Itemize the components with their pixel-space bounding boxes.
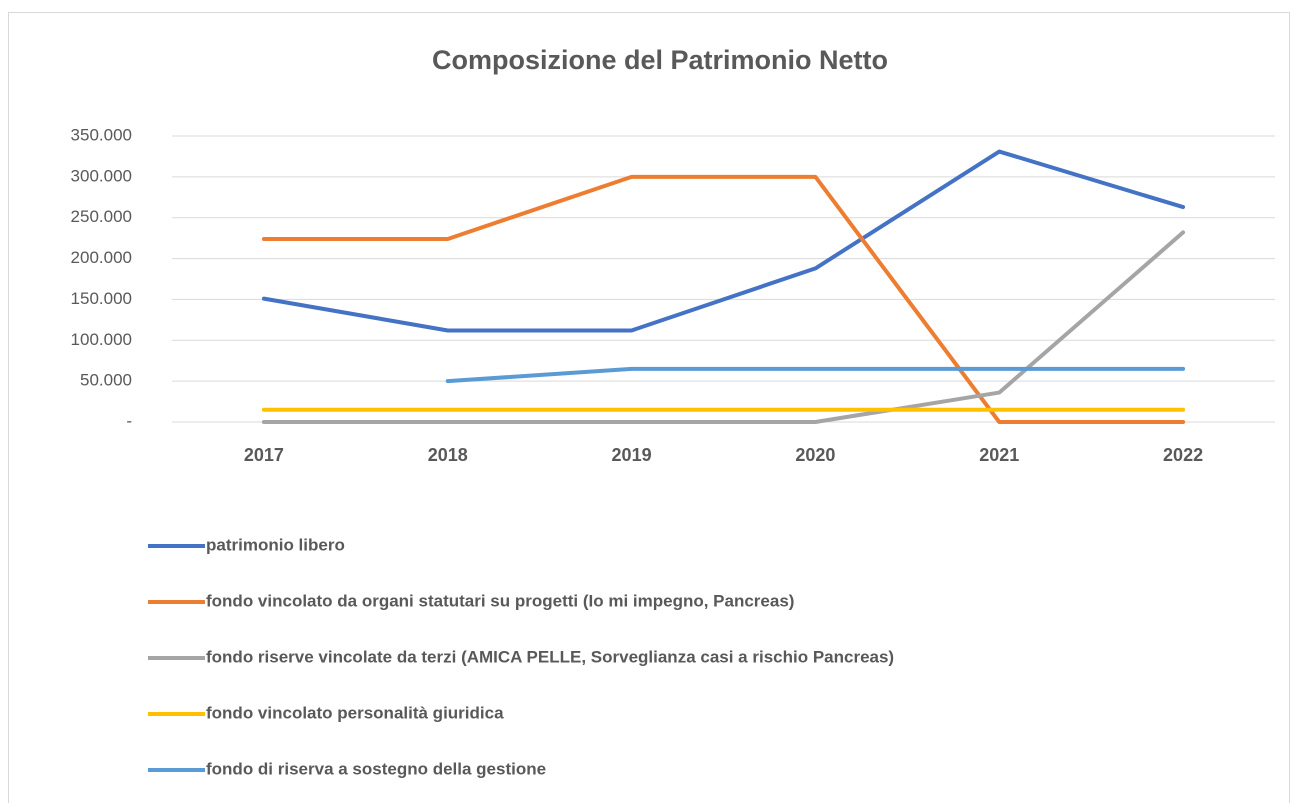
series-line	[261, 174, 1186, 424]
legend-label: patrimonio libero	[206, 535, 345, 554]
legend-label: fondo riserve vincolate da terzi (AMICA …	[206, 647, 894, 666]
legend-label: fondo vincolato da organi statutari su p…	[206, 591, 794, 610]
y-tick-label: 50.000	[80, 371, 132, 390]
series-line	[445, 366, 1186, 384]
y-tick-label: 350.000	[71, 125, 132, 144]
x-tick-label: 2017	[244, 445, 284, 465]
x-tick-label: 2019	[612, 445, 652, 465]
x-tick-label: 2022	[1163, 445, 1203, 465]
y-tick-label: 300.000	[71, 166, 132, 185]
y-tick-label: -	[126, 411, 132, 430]
series-line	[261, 149, 1186, 333]
legend-label: fondo di riserva a sostegno della gestio…	[206, 759, 546, 778]
y-tick-label: 200.000	[71, 248, 132, 267]
legend-label: fondo vincolato personalità giuridica	[206, 703, 504, 722]
series-line	[261, 230, 1186, 424]
y-tick-label: 100.000	[71, 330, 132, 349]
x-tick-label: 2020	[795, 445, 835, 465]
y-tick-label: 150.000	[71, 289, 132, 308]
x-tick-label: 2021	[979, 445, 1019, 465]
y-tick-label: 250.000	[71, 207, 132, 226]
x-tick-label: 2018	[428, 445, 468, 465]
chart-title: Composizione del Patrimonio Netto	[432, 45, 888, 75]
